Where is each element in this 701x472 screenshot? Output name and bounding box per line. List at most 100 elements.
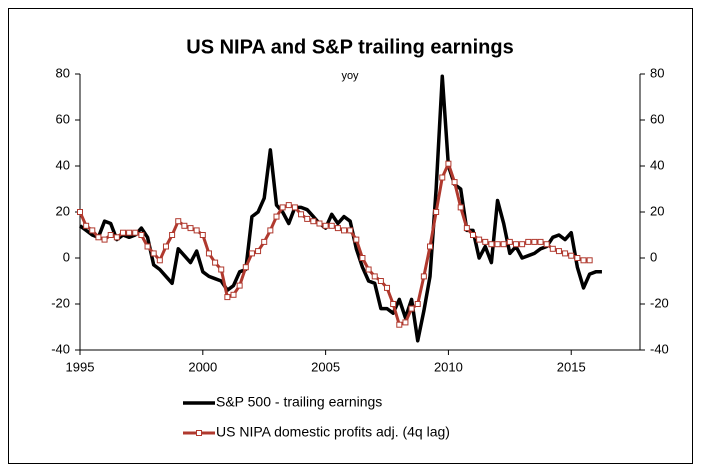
series-marker	[83, 222, 90, 229]
series-marker	[574, 255, 581, 261]
series-marker	[310, 218, 317, 225]
series-marker	[298, 211, 305, 218]
series-marker	[519, 241, 526, 248]
series-marker	[463, 225, 470, 232]
series-marker	[267, 227, 274, 234]
series-marker	[181, 222, 188, 229]
series-marker	[77, 209, 83, 215]
series-marker	[138, 232, 145, 238]
series-marker	[402, 319, 409, 326]
series-marker	[205, 250, 212, 257]
series-marker	[408, 305, 415, 312]
series-marker	[242, 264, 249, 271]
series-marker	[562, 250, 569, 257]
series-marker	[101, 236, 108, 243]
series-marker	[371, 273, 378, 280]
x-tick-label: 2010	[434, 359, 463, 374]
series-marker	[445, 160, 452, 167]
series-marker	[488, 241, 495, 248]
series-line	[78, 74, 602, 343]
y-tick-label: 20	[56, 203, 70, 218]
y-tick-label: 0	[63, 249, 70, 264]
series-marker	[531, 238, 538, 245]
series-marker	[273, 213, 280, 220]
y-tick-label: 40	[56, 157, 70, 172]
y-tick-label: 60	[56, 111, 70, 126]
series-marker	[193, 227, 200, 234]
series-marker	[236, 282, 243, 289]
series-marker	[328, 222, 335, 229]
series-marker	[427, 243, 433, 250]
series-marker	[322, 222, 329, 229]
series-marker	[365, 266, 372, 273]
series-marker	[506, 238, 513, 245]
series-marker	[359, 255, 366, 261]
series-marker	[316, 220, 323, 227]
series-marker	[150, 250, 157, 257]
series-marker	[162, 243, 169, 250]
legend-label: S&P 500 - trailing earnings	[216, 394, 382, 410]
series-marker	[224, 294, 231, 301]
series-marker	[187, 225, 194, 232]
series-marker	[291, 204, 298, 211]
series-marker	[420, 273, 427, 280]
series-marker	[255, 248, 262, 255]
series-marker	[347, 227, 354, 234]
y2-tick-label: 40	[650, 157, 664, 172]
chart-title: US NIPA and S&P trailing earnings	[186, 36, 513, 58]
x-tick-label: 2015	[557, 359, 586, 374]
series-marker	[95, 234, 102, 241]
series-marker	[279, 204, 286, 211]
chart-subtitle: yoy	[341, 70, 359, 82]
series-marker	[218, 266, 225, 273]
y2-tick-label: 20	[650, 203, 664, 218]
series-marker	[304, 215, 311, 222]
series-marker	[107, 232, 114, 238]
y2-tick-label: -40	[650, 341, 669, 356]
series-marker	[469, 232, 476, 238]
series-marker	[500, 241, 507, 248]
series-marker	[537, 238, 544, 245]
y2-tick-label: 60	[650, 111, 664, 126]
series-marker	[512, 241, 519, 248]
series-marker	[549, 245, 556, 252]
series-marker	[119, 229, 126, 236]
series-marker	[482, 238, 489, 245]
series-marker	[433, 209, 440, 215]
series-marker	[353, 236, 360, 243]
series-marker	[199, 232, 206, 238]
series-marker	[230, 291, 237, 298]
series-marker	[414, 301, 421, 307]
series-marker	[396, 321, 403, 328]
x-tick-label: 2005	[311, 359, 340, 374]
series-marker	[144, 243, 151, 250]
series-marker	[334, 225, 341, 232]
series-marker	[555, 248, 562, 255]
series-marker	[285, 202, 292, 209]
legend-marker	[196, 430, 202, 436]
series-marker	[377, 278, 384, 284]
series-marker	[494, 241, 501, 248]
series-marker	[390, 301, 397, 307]
series-marker	[457, 204, 464, 211]
x-tick-label: 1995	[66, 359, 95, 374]
series-marker	[341, 227, 348, 234]
legend-label: US NIPA domestic profits adj. (4q lag)	[216, 424, 450, 440]
series-marker	[543, 241, 550, 248]
y-tick-label: -40	[51, 341, 70, 356]
series-marker	[580, 257, 587, 264]
y2-tick-label: 0	[650, 249, 657, 264]
y2-tick-label: 80	[650, 65, 664, 80]
series-marker	[248, 250, 255, 257]
series-marker	[568, 252, 575, 259]
series-marker	[126, 229, 133, 236]
series-marker	[175, 218, 182, 225]
series-marker	[212, 259, 219, 266]
series-marker	[439, 174, 446, 181]
y-tick-label: 80	[56, 65, 70, 80]
series-marker	[261, 238, 268, 245]
series-marker	[113, 234, 120, 241]
series-marker	[169, 232, 176, 238]
series-marker	[384, 284, 391, 291]
